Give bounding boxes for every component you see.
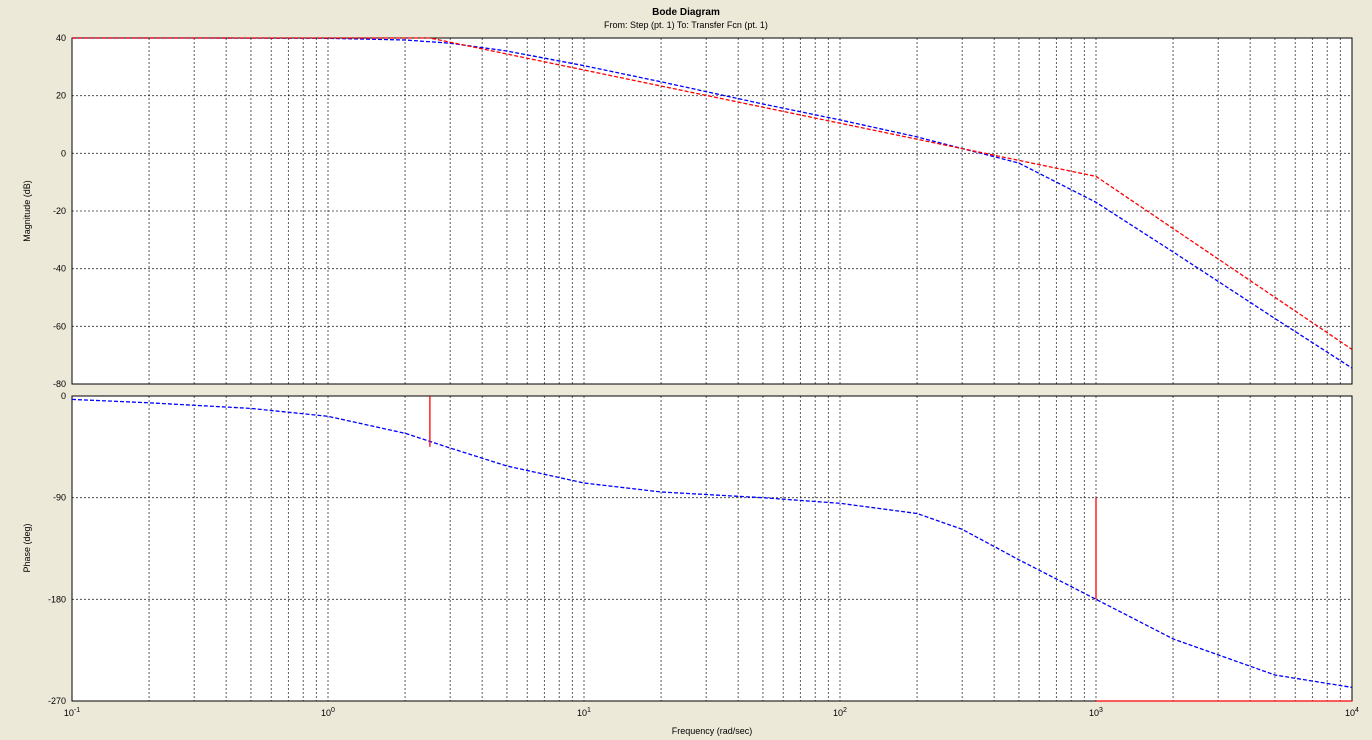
actual-response-line — [72, 37, 1353, 369]
y-tick-label: 20 — [56, 91, 66, 101]
y-tick-label: 0 — [61, 391, 66, 401]
magnitude-axis-label: Magnitude (dB) — [22, 180, 32, 242]
x-tick-label: 103 — [1089, 707, 1103, 718]
y-tick-label: 0 — [61, 148, 66, 158]
x-tick-exponent: 0 — [331, 707, 335, 714]
x-tick-label: 102 — [833, 707, 847, 718]
magnitude-grid — [72, 38, 1352, 384]
x-tick-exponent: 4 — [1355, 707, 1359, 714]
y-tick-label: -20 — [53, 206, 66, 216]
magnitude-panel: 40 20 0 -20 -40 -60 -80 — [53, 33, 1353, 389]
y-tick-label: -40 — [53, 264, 66, 274]
x-tick-exponent: 3 — [1099, 707, 1103, 714]
actual-response-line — [71, 398, 1353, 689]
x-axis-label: Frequency (rad/sec) — [672, 726, 753, 736]
x-tick-exponent: 1 — [587, 707, 591, 714]
y-tick-label: -90 — [53, 493, 66, 503]
phase-panel: 0 -90 -180 -270 — [48, 391, 1353, 706]
phase-series — [71, 396, 1353, 702]
y-tick-label: 40 — [56, 33, 66, 43]
x-tick-label: 104 — [1345, 707, 1359, 718]
y-tick-label: -80 — [53, 379, 66, 389]
phase-axis-label: Phase (deg) — [22, 523, 32, 572]
y-tick-label: -270 — [48, 696, 66, 706]
phase-plot-area — [71, 395, 1353, 702]
x-tick-exponent: 2 — [843, 707, 847, 714]
x-tick-label: 100 — [321, 707, 335, 718]
x-tick-labels: 10-1 100 101 102 103 104 — [64, 707, 1359, 718]
y-tick-label: -60 — [53, 321, 66, 331]
asymptote-line — [72, 37, 1353, 350]
magnitude-series — [72, 37, 1353, 369]
phase-ticks: 0 -90 -180 -270 — [48, 391, 66, 706]
chart-subtitle: From: Step (pt. 1) To: Transfer Fcn (pt.… — [604, 20, 768, 30]
x-tick-label: 101 — [577, 707, 591, 718]
y-tick-label: -180 — [48, 594, 66, 604]
x-tick-exponent: -1 — [74, 707, 80, 714]
chart-title: Bode Diagram — [652, 7, 720, 18]
magnitude-ticks: 40 20 0 -20 -40 -60 -80 — [53, 33, 66, 389]
x-tick-label: 10-1 — [64, 707, 80, 718]
